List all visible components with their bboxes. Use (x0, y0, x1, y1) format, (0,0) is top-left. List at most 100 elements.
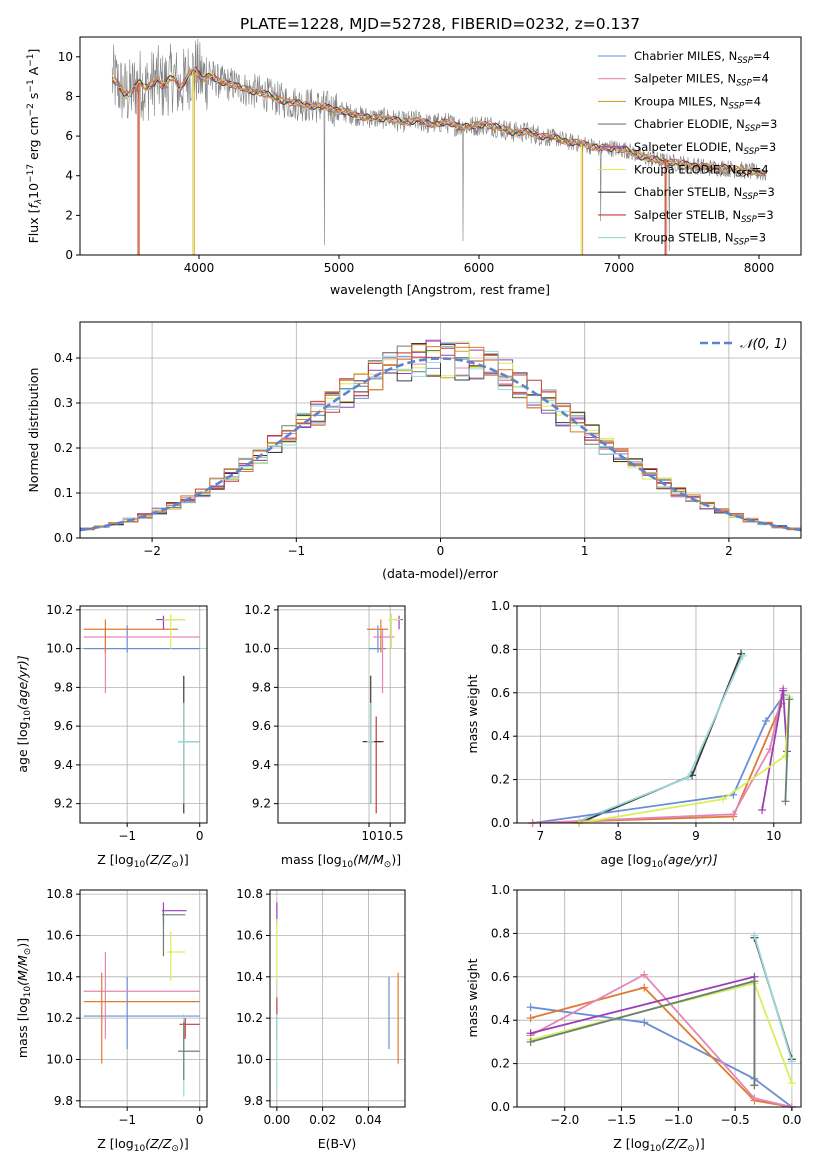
x-tick-label: −1.5 (607, 1113, 636, 1127)
xl-sub: 10 (134, 1144, 146, 1154)
legend-val: =3 (758, 185, 775, 199)
y-tick-label: 0.8 (491, 642, 510, 656)
legend-val: =3 (757, 208, 774, 222)
y-tick-label: 10.0 (46, 642, 73, 656)
legend-sub: SSP (741, 215, 757, 225)
weight-age-series-line (784, 699, 791, 802)
y-tick-label: 10 (58, 50, 73, 64)
xl-main: age [log (600, 852, 651, 867)
x-tick-label: 8 (614, 829, 622, 843)
x-tick-label: 7000 (604, 261, 635, 275)
y-tick-label: 0.0 (491, 1100, 510, 1114)
xl-sun: ⊙ (384, 860, 392, 870)
x-tick-label: 0 (196, 829, 204, 843)
grid-layer (80, 322, 801, 1108)
legend-name: Kroupa MILES, N (634, 94, 729, 108)
legend-val: =4 (753, 49, 770, 63)
legend-name: Chabrier MILES, N (634, 49, 737, 63)
legend-sub: SSP (729, 101, 745, 111)
y-tick-label: 10.6 (236, 928, 263, 942)
ylabel-units3: A (26, 66, 41, 79)
weight-z-series-line (530, 982, 793, 1084)
y-tick-label: 0.2 (491, 1057, 510, 1071)
x-tick-label: 0.04 (355, 1113, 382, 1127)
y-tick-label: 6 (65, 129, 73, 143)
y-tick-label: 9.4 (54, 758, 73, 772)
y-tick-label: 10.2 (236, 1011, 263, 1025)
y-tick-label: 10.0 (46, 1052, 73, 1066)
yl-sub: 10 (23, 710, 33, 722)
xl-sub: 10 (134, 860, 146, 870)
x-tick-label: 5000 (324, 261, 355, 275)
x-tick-label: −0.5 (721, 1113, 750, 1127)
legend-name: Chabrier STELIB, N (634, 185, 742, 199)
legend-entry: Salpeter MILES, NSSP=4 (634, 72, 769, 89)
y-tick-label: 10.6 (46, 928, 73, 942)
spectrum-x-label: wavelength [Angstrom, rest frame] (330, 282, 550, 297)
z-age-axes-frame (79, 605, 208, 824)
y-tick-label: 10.0 (244, 642, 271, 656)
y-tick-label: 0.6 (491, 686, 510, 700)
normal-curve (80, 357, 801, 532)
y-tick-label: 0.4 (491, 1013, 510, 1027)
y-tick-label: 9.8 (252, 680, 271, 694)
x-tick-label: −1 (287, 544, 305, 558)
xl-main: Z [log (613, 1136, 649, 1151)
y-tick-label: 10.4 (236, 970, 263, 984)
weight-z-axes-frame (516, 889, 802, 1108)
x-tick-label: 9 (692, 829, 700, 843)
legend-val: =4 (744, 94, 761, 108)
legend-normal-label: 𝒩(0, 1) (740, 337, 787, 352)
y-tick-label: 9.6 (252, 719, 271, 733)
x-tick-label: −2 (143, 544, 161, 558)
legend-entry: Kroupa ELODIE, NSSP=4 (634, 163, 769, 180)
x-tick-label: −1 (118, 1113, 136, 1127)
yl-tail: (age/yr)] (15, 655, 30, 710)
x-tick-label: 8000 (744, 261, 775, 275)
ylabel-units2: s (26, 93, 41, 104)
xl-sun: ⊙ (171, 860, 179, 870)
x-tick-label: 10.5 (377, 829, 404, 843)
x-tick-label: 10 (766, 829, 781, 843)
legend-entry: Kroupa STELIB, NSSP=3 (634, 231, 766, 248)
y-tick-label: 0.3 (54, 396, 73, 410)
yl-sub: 10 (23, 986, 33, 998)
x-tick-label: 2 (725, 544, 733, 558)
xl-end: )] (179, 852, 189, 867)
weight-age-series-line (532, 694, 785, 823)
y-tick-label: 0.2 (491, 773, 510, 787)
model-spectrum-salpeter_stelib (112, 66, 767, 178)
xl-tail: (Z/Z (145, 852, 172, 867)
z-mass-x-label: Z [log10(Z/Z⊙)] (97, 1136, 188, 1154)
legend-val: =4 (752, 163, 769, 177)
xl-end: )] (391, 852, 401, 867)
y-tick-label: 0.0 (491, 816, 510, 830)
y-tick-label: 0.8 (491, 926, 510, 940)
weight-age-series-line (579, 697, 791, 823)
y-tick-label: 0.0 (54, 531, 73, 545)
y-tick-label: 0.4 (54, 351, 73, 365)
xl-sub: 10 (650, 1144, 662, 1154)
yl-main: age [log (15, 721, 30, 772)
y-tick-label: 1.0 (491, 599, 510, 613)
xl-tail: (Z/Z (145, 1136, 172, 1151)
legend-name: Kroupa STELIB, N (634, 231, 734, 245)
histogram-x-label: (data-model)/error (382, 566, 499, 581)
y-tick-label: 1.0 (491, 883, 510, 897)
ebv-mass-x-label: E(B-V) (318, 1136, 357, 1151)
legend-entry: Salpeter STELIB, NSSP=3 (634, 208, 774, 225)
legend-sub: SSP (745, 124, 761, 134)
ylabel-exp2: −2 (26, 103, 36, 116)
xl-sun: ⊙ (687, 1144, 695, 1154)
x-tick-label: 6000 (464, 261, 495, 275)
spectrum-axes-frame (79, 36, 802, 256)
weight-age-y-label: mass weight (465, 674, 480, 753)
weight-z-series-line (530, 979, 756, 1086)
xl-sun: ⊙ (171, 1144, 179, 1154)
y-tick-label: 4 (65, 169, 73, 183)
legend-name: Salpeter STELIB, N (634, 208, 741, 222)
y-tick-label: 0.2 (54, 441, 73, 455)
ylabel-sym: f (26, 203, 41, 209)
